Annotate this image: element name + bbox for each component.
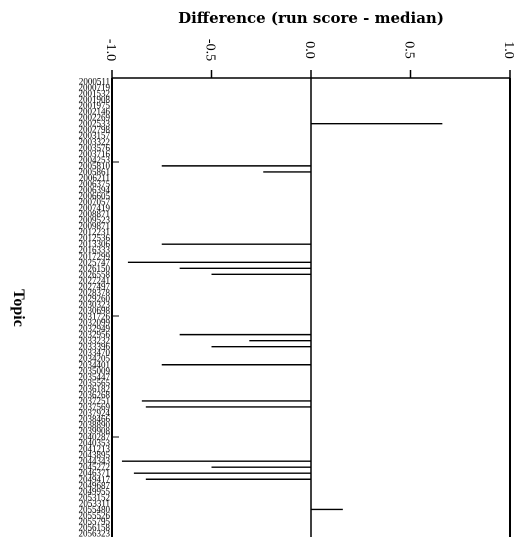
category-label: 2053311 — [79, 498, 110, 508]
x-tick-label: 0.0 — [302, 41, 317, 59]
category-label: 2027241 — [79, 275, 111, 285]
category-label: 2017299 — [79, 251, 111, 261]
category-label: 2055480 — [79, 504, 111, 514]
category-label: 2033396 — [79, 342, 111, 352]
category-label: 2000511 — [79, 77, 110, 87]
category-label: 2033470 — [79, 348, 111, 358]
category-label: 2007419 — [79, 203, 111, 213]
category-labels: 2000511200071920015322001908200197520021… — [79, 77, 111, 537]
category-label: 2055526 — [79, 510, 111, 520]
category-label: 2035447 — [79, 372, 111, 382]
category-label: 2036268 — [79, 390, 111, 400]
category-label: 2003322 — [79, 137, 111, 147]
category-label: 2028378 — [79, 287, 111, 297]
category-label: 2040353 — [79, 438, 111, 448]
category-label: 2006394 — [79, 185, 111, 195]
category-label: 2006605 — [79, 191, 111, 201]
category-label: 2045272 — [79, 462, 111, 472]
category-label: 2002798 — [79, 125, 111, 135]
category-label: 2055795 — [79, 516, 111, 526]
category-label: 2029260 — [79, 293, 111, 303]
category-label: 2008871 — [79, 209, 111, 219]
category-label: 2032949 — [79, 324, 111, 334]
category-label: 2039908 — [79, 426, 111, 436]
category-label: 2036182 — [79, 384, 111, 394]
category-label: 2038466 — [79, 414, 111, 424]
category-label: 2013306 — [79, 239, 111, 249]
category-label: 2000719 — [79, 83, 111, 93]
category-label: 2025747 — [79, 257, 111, 267]
y-axis-label: Topic — [10, 289, 27, 327]
category-label: 2037569 — [79, 402, 111, 412]
category-label: 2012536 — [79, 233, 111, 243]
category-label: 2031726 — [79, 312, 111, 322]
x-tick-label: -1.0 — [103, 39, 118, 61]
category-label: 2032099 — [79, 318, 111, 328]
category-label: 2049955 — [79, 486, 111, 496]
category-label: 2027497 — [79, 281, 111, 291]
category-label: 2056323 — [79, 529, 111, 537]
x-tick-label: 1.0 — [501, 41, 516, 59]
bars — [121, 122, 443, 511]
category-label: 2030698 — [79, 306, 111, 316]
category-label: 2001908 — [79, 95, 111, 105]
category-label: 2033232 — [79, 336, 111, 346]
category-label: 2016333 — [79, 245, 111, 255]
category-label: 2003157 — [79, 131, 111, 141]
category-label: 2009523 — [79, 215, 111, 225]
category-label: 2001532 — [79, 89, 111, 99]
category-label: 2034401 — [79, 360, 111, 370]
category-label: 2001975 — [79, 101, 111, 111]
chart-title: Difference (run score - median) — [178, 9, 444, 27]
category-label: 2030323 — [79, 299, 111, 309]
x-tick-label: -0.5 — [203, 39, 218, 61]
x-axis-ticks: -1.0 -0.5 0.0 0.5 1.0 — [103, 39, 516, 438]
category-label: 2044343 — [79, 456, 111, 466]
category-label: 2007057 — [79, 197, 111, 207]
category-label: 2005861 — [79, 167, 111, 177]
x-tick-label: 0.5 — [402, 41, 417, 59]
category-label: 2012231 — [79, 227, 111, 237]
category-label: 2053152 — [79, 492, 111, 502]
category-label: 2038890 — [79, 420, 111, 430]
category-label: 2032956 — [79, 330, 111, 340]
category-label: 2037924 — [79, 408, 111, 418]
category-label: 2006211 — [79, 173, 110, 183]
category-label: 2004253 — [79, 155, 111, 165]
category-label: 2002146 — [79, 107, 111, 117]
category-label: 2049417 — [79, 474, 111, 484]
category-label: 2034205 — [79, 354, 111, 364]
category-label: 2037251 — [79, 396, 111, 406]
category-label: 2046371 — [79, 468, 111, 478]
category-label: 2005810 — [79, 161, 111, 171]
plot-frame — [111, 77, 511, 537]
category-label: 2049687 — [79, 480, 111, 490]
category-label: 2003576 — [79, 143, 111, 153]
category-label: 2041213 — [79, 444, 111, 454]
category-label: 2002533 — [79, 119, 111, 129]
category-label: 2026558 — [79, 269, 111, 279]
category-label: 2002269 — [79, 113, 111, 123]
category-label: 2035565 — [79, 378, 111, 388]
category-label: 2035009 — [79, 366, 111, 376]
category-label: 2003716 — [79, 149, 111, 159]
category-label: 2056158 — [79, 522, 111, 532]
category-label: 2009871 — [79, 221, 111, 231]
category-label: 2026150 — [79, 263, 111, 273]
category-label: 2040287 — [79, 432, 111, 442]
category-label: 2006375 — [79, 179, 111, 189]
category-label: 2043895 — [79, 450, 111, 460]
